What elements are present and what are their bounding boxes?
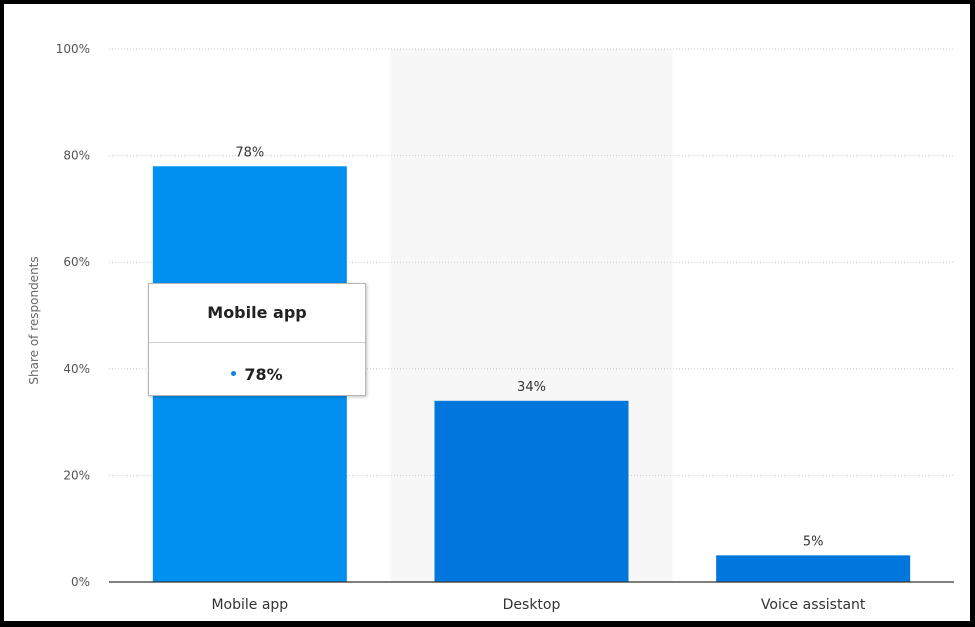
tooltip-value-row: 78% — [149, 343, 365, 397]
data-label-voice-assistant: 5% — [803, 534, 824, 549]
chart-frame: 78% 34% 5% 0% 20% 40% 60% 80% 100% Mobile app Des… — [4, 4, 970, 621]
y-tick-label-0: 0% — [71, 575, 90, 589]
y-tick-label-20: 20% — [63, 468, 90, 482]
bar-desktop[interactable] — [434, 400, 629, 582]
y-axis-title: Share of respondents — [27, 256, 41, 384]
x-tick-label-voice-assistant: Voice assistant — [761, 597, 866, 613]
x-tick-label-mobile-app: Mobile app — [211, 597, 288, 613]
tooltip-title: Mobile app — [149, 284, 365, 343]
y-tick-label-100: 100% — [56, 42, 90, 56]
y-tick-label-40: 40% — [63, 362, 90, 376]
y-tick-label-80: 80% — [63, 149, 90, 163]
tooltip-value: 78% — [244, 365, 283, 384]
data-label-mobile-app: 78% — [235, 145, 264, 160]
bar-voice-assistant[interactable] — [716, 555, 911, 582]
series-dot-icon — [231, 371, 237, 376]
data-label-desktop: 34% — [517, 380, 546, 395]
x-tick-label-desktop: Desktop — [503, 597, 561, 613]
y-tick-label-60: 60% — [63, 255, 90, 269]
hover-tooltip: Mobile app 78% — [148, 283, 366, 396]
